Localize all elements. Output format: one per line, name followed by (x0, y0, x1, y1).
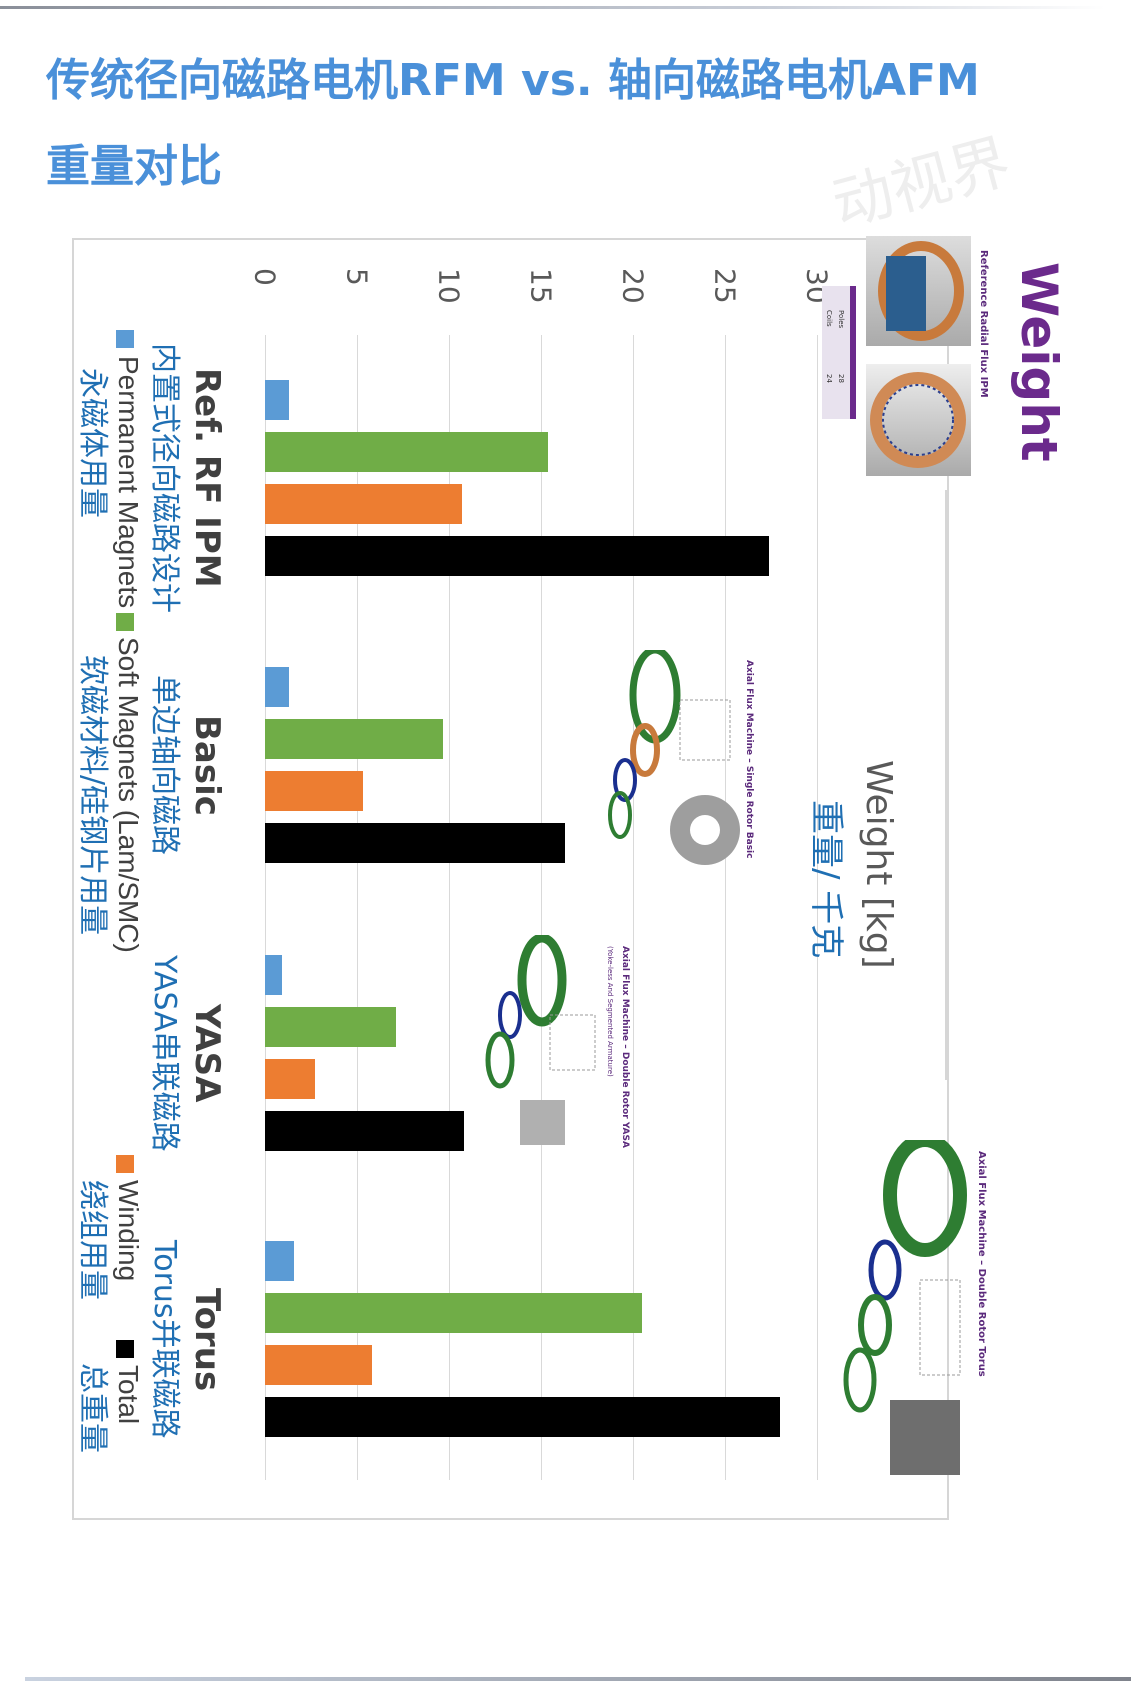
category-label-zh: 单边轴向磁路 (147, 675, 182, 855)
category-label: Ref. RF IPM (187, 368, 227, 588)
category-label-zh: 内置式径向磁路设计 (147, 343, 182, 613)
legend-total: Total (113, 1365, 144, 1425)
bottom-rule (25, 1677, 1131, 1681)
tick-label: 20 (616, 268, 650, 304)
legend-soft-magnets: Soft Magnets (Lam/SMC) (113, 637, 144, 953)
legend-soft-magnets-zh: 软磁材料/硅钢片用量 (75, 655, 110, 936)
bar-winding (265, 484, 462, 524)
bar-permanent-magnets (265, 955, 282, 995)
ref-caption: Reference Radial Flux IPM (978, 250, 989, 398)
yasa-caption: Axial Flux Machine – Double Rotor YASA (620, 946, 630, 1148)
torus-machine-image (830, 1133, 970, 1484)
divider (945, 490, 947, 1080)
tick-label: 25 (708, 268, 742, 304)
category-label: YASA (187, 1004, 227, 1103)
poles-value: 28 (837, 374, 845, 383)
yasa-subcaption: (Yoke-less And Segmented Armature) (606, 946, 614, 1077)
chart-frame (72, 238, 949, 1520)
axis-title-zh: 重量/ 千克 (806, 800, 846, 959)
gridline (449, 335, 450, 1480)
bar-winding (265, 1059, 315, 1099)
category-label-zh: Torus并联磁路 (147, 1239, 182, 1439)
category-label: Basic (187, 714, 227, 816)
gridline (817, 335, 818, 1480)
legend-winding: Winding (113, 1180, 144, 1282)
bar-total (265, 536, 770, 576)
poles-label: Poles (837, 310, 845, 329)
legend-permanent-magnets: Permanent Magnets (113, 356, 144, 609)
bar-winding (265, 1345, 372, 1385)
table-header-bar (850, 286, 856, 419)
gridline (633, 335, 634, 1480)
gridline (541, 335, 542, 1480)
bar-winding (265, 771, 363, 811)
bar-soft-magnets-lam-smc (265, 719, 444, 759)
weight-logo: Weight (1010, 262, 1068, 462)
rotor-3d-image (866, 236, 971, 346)
bar-total (265, 1397, 781, 1437)
gridline (265, 335, 266, 1480)
legend-winding-zh: 绕组用量 (75, 1180, 110, 1300)
category-label-zh: YASA串联磁路 (147, 954, 182, 1152)
yasa-machine-image (480, 933, 605, 1159)
poles-coils-table: Poles Coils 28 24 (822, 286, 850, 419)
tick-label: 0 (248, 268, 282, 286)
gridline (725, 335, 726, 1480)
bar-permanent-magnets (265, 380, 289, 420)
basic-caption: Axial Flux Machine – Single Rotor Basic (744, 660, 754, 859)
bar-permanent-magnets (265, 1241, 295, 1281)
top-rule (0, 6, 1105, 9)
tick-label: 15 (524, 268, 558, 304)
page-subtitle: 重量对比 (46, 141, 222, 192)
bar-permanent-magnets (265, 667, 289, 707)
torus-caption: Axial Flux Machine – Double Rotor Torus (976, 1151, 987, 1377)
legend-swatch-soft-magnets (116, 613, 134, 631)
tick-label: 10 (432, 268, 466, 304)
coils-label: Coils (825, 310, 833, 327)
bar-soft-magnets-lam-smc (265, 1293, 643, 1333)
bar-total (265, 823, 565, 863)
legend-total-zh: 总重量 (75, 1363, 110, 1453)
legend-permanent-magnets-zh: 永磁体用量 (75, 368, 110, 518)
tick-label: 5 (340, 268, 374, 286)
bar-total (265, 1111, 464, 1151)
gridline (357, 335, 358, 1480)
bar-soft-magnets-lam-smc (265, 1007, 396, 1047)
stator-section-image (866, 364, 971, 476)
legend-swatch-winding (116, 1155, 134, 1173)
coils-value: 24 (825, 374, 833, 383)
category-label: Torus (187, 1287, 227, 1391)
axis-title: Weight [kg] (858, 760, 899, 969)
watermark: 动视界 (825, 126, 1018, 241)
page-title: 传统径向磁路电机RFM vs. 轴向磁路电机AFM (46, 55, 980, 106)
basic-machine-image (600, 646, 745, 884)
bar-soft-magnets-lam-smc (265, 432, 549, 472)
legend-swatch-total (116, 1340, 134, 1358)
legend-swatch-permanent-magnets (116, 330, 134, 348)
